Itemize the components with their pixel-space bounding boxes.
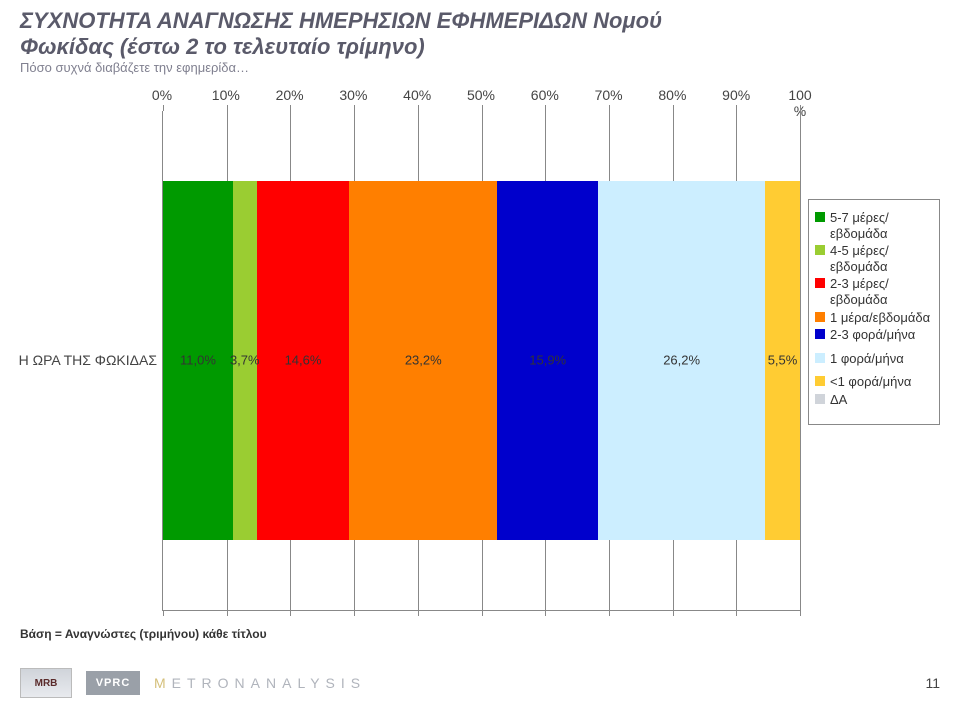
tick xyxy=(227,610,228,616)
page-number: 11 xyxy=(925,675,940,691)
segment-label: 11,0% xyxy=(180,353,216,368)
bar-row: Η ΩΡΑ ΤΗΣ ΦΩΚΙΔΑΣ11,0%3,7%14,6%23,2%15,9… xyxy=(163,181,800,540)
bar-segment: 15,9% xyxy=(497,181,598,540)
footer-note: Βάση = Αναγνώστες (τριμήνου) κάθε τίτλου xyxy=(20,627,940,641)
bar-segment: 3,7% xyxy=(233,181,257,540)
tick xyxy=(418,610,419,616)
legend-swatch xyxy=(815,278,825,288)
legend-swatch xyxy=(815,353,825,363)
tick xyxy=(609,105,610,111)
bar-segment: 5,5% xyxy=(765,181,800,540)
tick xyxy=(482,105,483,111)
tick xyxy=(800,610,801,616)
segment-label: 23,2% xyxy=(405,353,442,368)
legend-swatch xyxy=(815,245,825,255)
logo-metron: METRONANALYSIS xyxy=(154,675,366,691)
bar-segment: 26,2% xyxy=(598,181,765,540)
legend-item: <1 φορά/μήνα xyxy=(815,374,933,390)
segment-label: 15,9% xyxy=(529,353,566,368)
bar-segment: 11,0% xyxy=(163,181,233,540)
gridline xyxy=(800,111,801,610)
axis-tick-label: 40% xyxy=(403,87,431,103)
tick xyxy=(545,105,546,111)
tick xyxy=(545,610,546,616)
legend-item: 2-3 φορά/μήνα xyxy=(815,327,933,343)
legend-label: 2-3 μέρες/εβδομάδα xyxy=(830,276,933,307)
legend-item: 2-3 μέρες/εβδομάδα xyxy=(815,276,933,307)
legend-label: ΔΑ xyxy=(830,392,933,408)
tick xyxy=(800,105,801,111)
tick xyxy=(673,610,674,616)
tick xyxy=(354,610,355,616)
axis-tick-label: 50% xyxy=(467,87,495,103)
legend-swatch xyxy=(815,394,825,404)
chart-subtitle: Πόσο συχνά διαβάζετε την εφημερίδα… xyxy=(20,60,940,75)
tick xyxy=(736,105,737,111)
axis-tick-label: 10% xyxy=(212,87,240,103)
segment-label: 14,6% xyxy=(285,353,322,368)
tick xyxy=(609,610,610,616)
legend-label: 1 μέρα/εβδομάδα xyxy=(830,310,933,326)
tick xyxy=(163,105,164,111)
legend-item: ΔΑ xyxy=(815,392,933,408)
bar-segment: 23,2% xyxy=(349,181,497,540)
legend-label: 1 φορά/μήνα xyxy=(830,351,933,367)
footer-bar: MRB VPRC METRONANALYSIS 11 xyxy=(20,668,940,698)
logo-mrb: MRB xyxy=(20,668,72,698)
axis-tick-label: 20% xyxy=(276,87,304,103)
segment-label: 3,7% xyxy=(230,353,260,368)
tick xyxy=(418,105,419,111)
legend-item: 5-7 μέρες/εβδομάδα xyxy=(815,210,933,241)
chart-title-line2: Φωκίδας (έστω 2 το τελευταίο τρίμηνο) xyxy=(20,34,940,60)
legend-swatch xyxy=(815,376,825,386)
legend-swatch xyxy=(815,312,825,322)
tick xyxy=(673,105,674,111)
logo-vprc: VPRC xyxy=(86,671,140,695)
legend-label: <1 φορά/μήνα xyxy=(830,374,933,390)
legend-item: 1 φορά/μήνα xyxy=(815,351,933,367)
bar-segment: 14,6% xyxy=(257,181,350,540)
tick xyxy=(290,105,291,111)
tick xyxy=(163,610,164,616)
tick xyxy=(227,105,228,111)
chart: 0%10%20%30%40%50%60%70%80%90%100 % Η ΩΡΑ… xyxy=(20,79,800,611)
tick xyxy=(482,610,483,616)
legend-label: 2-3 φορά/μήνα xyxy=(830,327,933,343)
tick xyxy=(290,610,291,616)
segment-label: 26,2% xyxy=(663,353,700,368)
legend-swatch xyxy=(815,329,825,339)
legend: 5-7 μέρες/εβδομάδα4-5 μέρες/εβδομάδα2-3 … xyxy=(808,199,940,425)
tick xyxy=(736,610,737,616)
legend-label: 5-7 μέρες/εβδομάδα xyxy=(830,210,933,241)
legend-item: 1 μέρα/εβδομάδα xyxy=(815,310,933,326)
tick xyxy=(354,105,355,111)
axis-tick-label: 70% xyxy=(595,87,623,103)
axis-tick-label: 90% xyxy=(722,87,750,103)
legend-item: 4-5 μέρες/εβδομάδα xyxy=(815,243,933,274)
plot-area: Η ΩΡΑ ΤΗΣ ΦΩΚΙΔΑΣ11,0%3,7%14,6%23,2%15,9… xyxy=(162,111,800,611)
axis-tick-label: 0% xyxy=(152,87,172,103)
axis-tick-label: 60% xyxy=(531,87,559,103)
axis-tick-label: 80% xyxy=(658,87,686,103)
legend-swatch xyxy=(815,212,825,222)
segment-label: 5,5% xyxy=(768,353,798,368)
chart-title-line1: ΣΥΧΝΟΤΗΤΑ ΑΝΑΓΝΩΣΗΣ ΗΜΕΡΗΣΙΩΝ ΕΦΗΜΕΡΙΔΩΝ… xyxy=(20,8,940,34)
row-label: Η ΩΡΑ ΤΗΣ ΦΩΚΙΔΑΣ xyxy=(19,352,163,368)
legend-label: 4-5 μέρες/εβδομάδα xyxy=(830,243,933,274)
axis-tick-label: 30% xyxy=(339,87,367,103)
